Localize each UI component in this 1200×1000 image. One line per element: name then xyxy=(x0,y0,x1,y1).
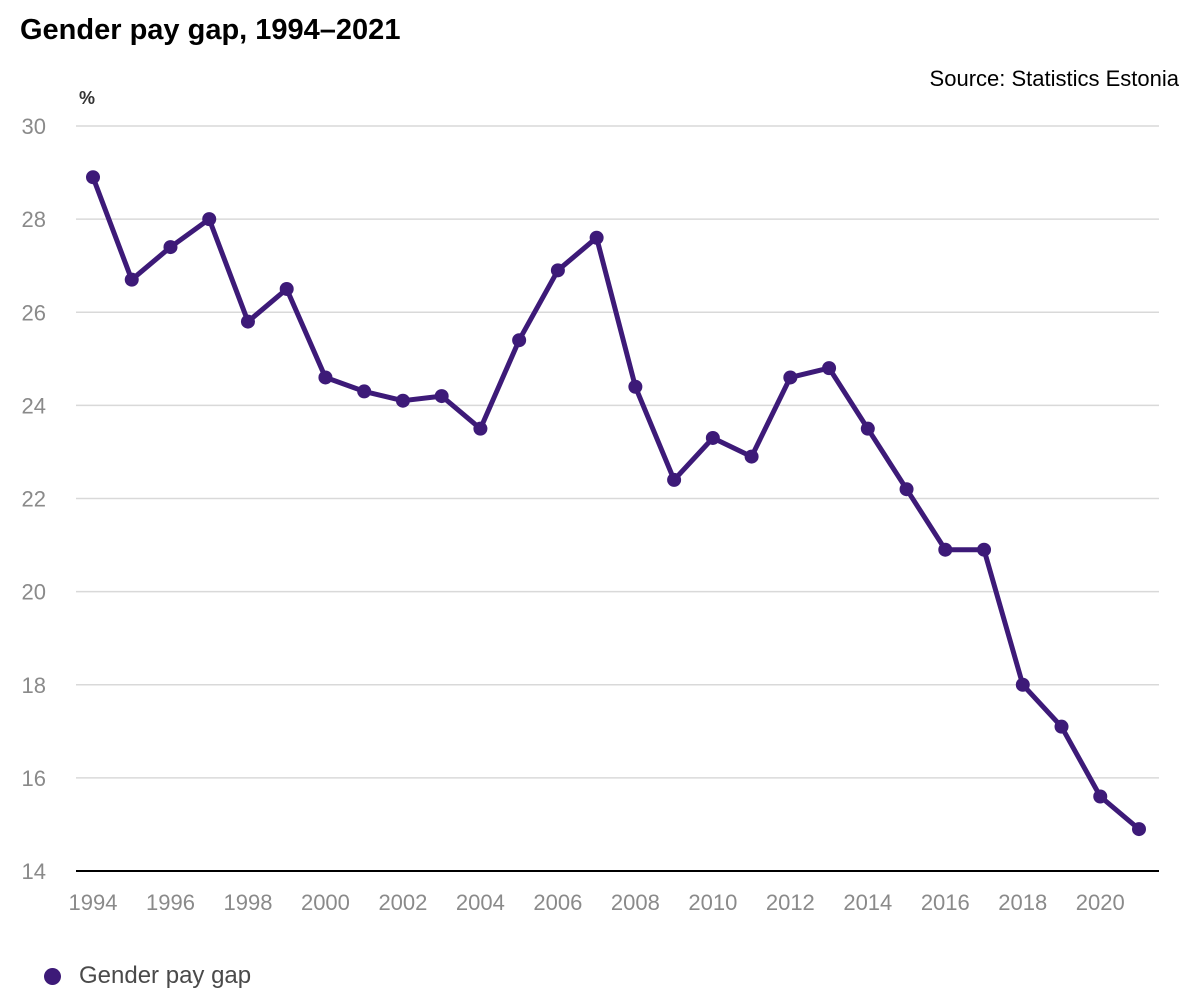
data-point[interactable] xyxy=(1015,677,1030,692)
y-tick-label: 28 xyxy=(22,207,46,232)
data-point[interactable] xyxy=(357,384,372,399)
x-tick-label: 1998 xyxy=(223,890,272,915)
series-gender-pay-gap xyxy=(86,170,1146,837)
x-tick-label: 1994 xyxy=(69,890,118,915)
data-point[interactable] xyxy=(589,230,604,245)
data-point[interactable] xyxy=(124,272,139,287)
data-point[interactable] xyxy=(628,379,643,394)
y-axis-unit: % xyxy=(79,88,96,108)
data-point[interactable] xyxy=(667,472,682,487)
x-tick-label: 2012 xyxy=(766,890,815,915)
y-tick-label: 24 xyxy=(22,393,46,418)
data-point[interactable] xyxy=(822,361,837,376)
data-point[interactable] xyxy=(279,281,294,296)
data-point[interactable] xyxy=(705,430,720,445)
x-tick-label: 2018 xyxy=(998,890,1047,915)
x-tick-label: 2000 xyxy=(301,890,350,915)
source-note: Source: Statistics Estonia xyxy=(929,66,1179,91)
data-point[interactable] xyxy=(744,449,759,464)
x-tick-label: 2006 xyxy=(533,890,582,915)
data-point[interactable] xyxy=(1054,719,1069,734)
data-point[interactable] xyxy=(860,421,875,436)
data-point[interactable] xyxy=(512,333,527,348)
x-tick-label: 2008 xyxy=(611,890,660,915)
data-point[interactable] xyxy=(783,370,798,385)
gridlines xyxy=(76,125,1159,779)
data-point[interactable] xyxy=(473,421,488,436)
legend-label: Gender pay gap xyxy=(79,962,252,989)
y-tick-label: 14 xyxy=(22,859,46,884)
x-tick-label: 2016 xyxy=(921,890,970,915)
data-point[interactable] xyxy=(1132,822,1146,837)
y-tick-label: 30 xyxy=(22,114,46,139)
data-point[interactable] xyxy=(938,542,953,557)
y-axis-ticks: 14 16 18 20 22 24 26 28 30 xyxy=(22,114,46,884)
y-tick-label: 22 xyxy=(22,487,46,512)
y-tick-label: 16 xyxy=(22,766,46,791)
series-line xyxy=(90,174,1142,832)
x-tick-label: 2020 xyxy=(1076,890,1125,915)
x-axis-ticks: 1994 1996 1998 2000 2002 2004 2006 2008 2010 2012… xyxy=(69,890,1125,915)
data-point[interactable] xyxy=(899,482,914,497)
data-point[interactable] xyxy=(86,170,100,185)
x-tick-label: 1996 xyxy=(146,890,195,915)
y-tick-label: 26 xyxy=(22,300,46,325)
data-point[interactable] xyxy=(202,212,217,227)
data-point[interactable] xyxy=(550,263,565,278)
x-tick-label: 2010 xyxy=(688,890,737,915)
chart-title: Gender pay gap, 1994–2021 xyxy=(20,14,401,46)
y-tick-label: 18 xyxy=(22,673,46,698)
data-point[interactable] xyxy=(163,240,178,255)
x-tick-label: 2004 xyxy=(456,890,505,915)
y-tick-label: 20 xyxy=(22,580,46,605)
x-tick-label: 2014 xyxy=(843,890,892,915)
data-point[interactable] xyxy=(318,370,333,385)
data-point[interactable] xyxy=(240,314,255,329)
data-point[interactable] xyxy=(1093,789,1108,804)
data-point[interactable] xyxy=(977,542,992,557)
data-point[interactable] xyxy=(434,389,449,404)
data-point[interactable] xyxy=(395,393,410,408)
legend-swatch-icon xyxy=(44,967,61,985)
legend: Gender pay gap xyxy=(44,962,251,990)
x-tick-label: 2002 xyxy=(378,890,427,915)
